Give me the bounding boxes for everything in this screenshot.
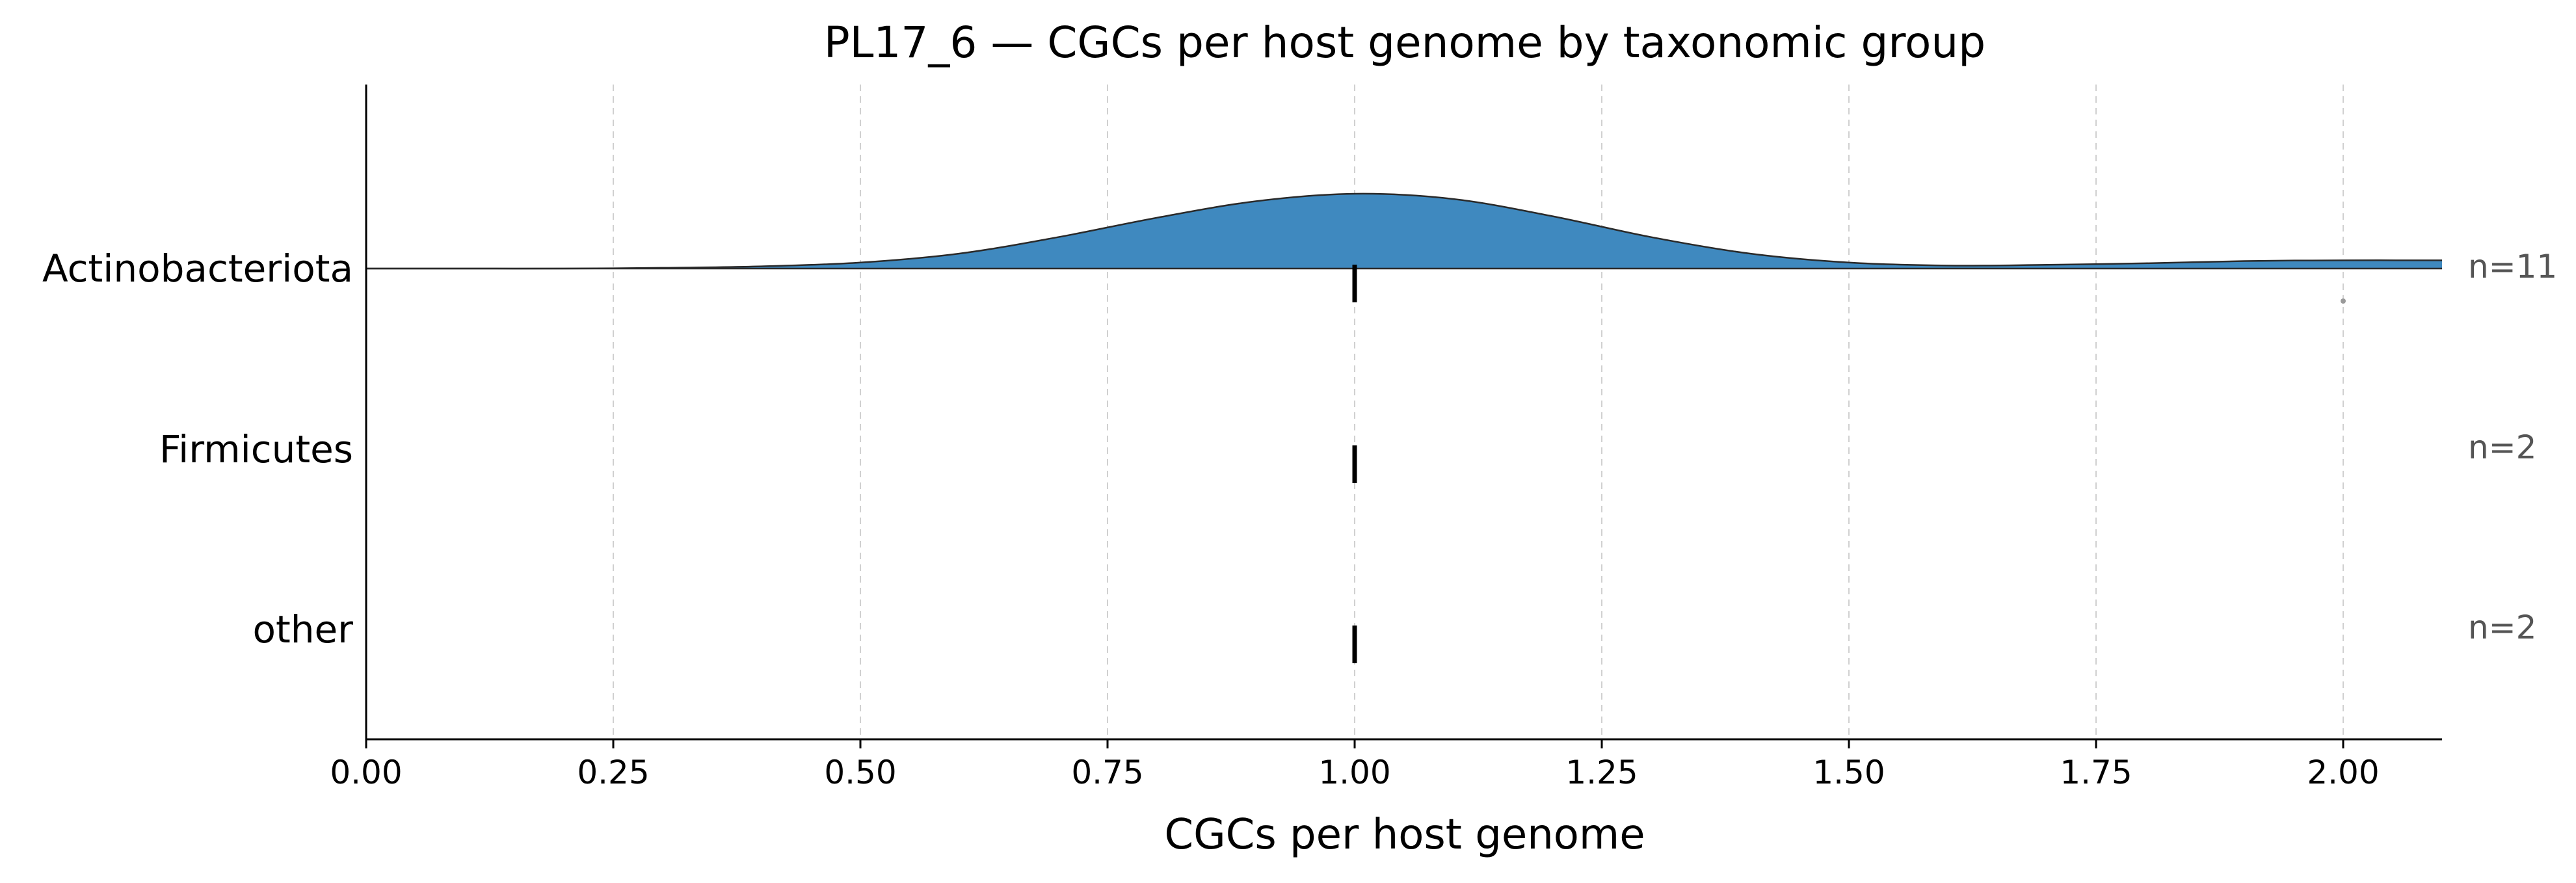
ridgeline-series <box>365 192 2443 663</box>
density-area <box>366 193 2442 269</box>
y-tick-label: Firmicutes <box>159 427 353 471</box>
chart-title: PL17_6 — CGCs per host genome by taxonom… <box>824 18 1985 68</box>
y-tick-label: Actinobacteriota <box>42 246 353 291</box>
x-tick-label: 1.50 <box>1812 754 1885 791</box>
x-tick-label: 0.25 <box>577 754 649 791</box>
x-tick-label: 1.00 <box>1318 754 1390 791</box>
count-label: n=2 <box>2468 609 2536 646</box>
x-tick-label: 2.00 <box>2307 754 2379 791</box>
x-tick-label: 1.75 <box>2060 754 2132 791</box>
y-tick-label: other <box>252 607 353 652</box>
x-tick-label: 0.75 <box>1071 754 1143 791</box>
outlier-point <box>2341 298 2346 304</box>
x-axis-label: CGCs per host genome <box>1164 811 1645 859</box>
x-tick-label: 0.00 <box>330 754 402 791</box>
count-label: n=11 <box>2468 248 2557 285</box>
x-tick-label: 0.50 <box>824 754 896 791</box>
x-tick-label: 1.25 <box>1565 754 1638 791</box>
count-label: n=2 <box>2468 428 2536 466</box>
density-outline <box>365 192 2443 270</box>
axes: Actinobacteriota n=11 Firmicutes n=2 other n=… <box>42 85 2557 791</box>
